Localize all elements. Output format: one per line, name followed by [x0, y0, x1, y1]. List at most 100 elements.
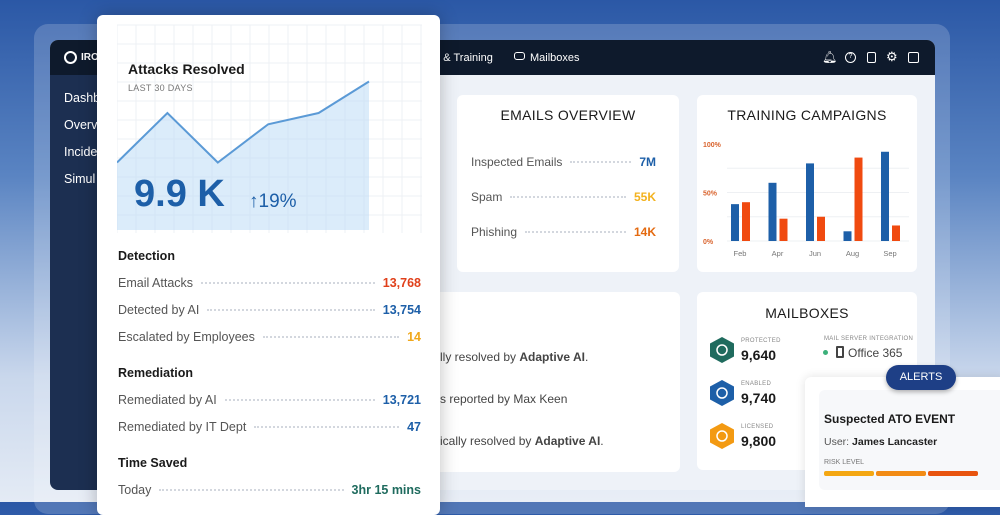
activity-end: . — [600, 434, 604, 448]
enabled-shield-icon — [710, 380, 734, 406]
trend-line — [117, 80, 370, 164]
sidebar-item-simulation[interactable]: Simul — [64, 172, 96, 186]
integration-label: MAIL SERVER INTEGRATION — [824, 336, 914, 342]
stat-row: Today 3hr 15 mins — [118, 483, 421, 497]
sidebar-item-dashboard[interactable]: Dashb — [64, 91, 101, 105]
report-icon[interactable] — [867, 52, 876, 63]
stat-value: 55K — [633, 190, 656, 204]
activity-item[interactable]: lly resolved by Adaptive AI. — [440, 350, 588, 364]
card-subtitle: LAST 30 DAYS — [128, 83, 193, 93]
x-tick-label: Sep — [883, 249, 896, 258]
alert-item[interactable]: Suspected ATO EVENT User: James Lancaste… — [819, 390, 1000, 490]
bar-feb-series-2 — [742, 202, 750, 241]
dotted-leader — [207, 309, 375, 311]
activity-text: lly resolved by — [440, 350, 520, 364]
stat-label: Inspected Emails — [471, 155, 563, 169]
stat-value: 47 — [407, 420, 421, 434]
user-label: User: — [824, 436, 853, 448]
y-tick-label: 50% — [703, 191, 718, 198]
bar-sep-series-2 — [892, 225, 900, 241]
stat-label: Email Attacks — [118, 276, 194, 290]
card-title: MAILBOXES — [765, 305, 849, 321]
trend-area — [117, 81, 369, 230]
dotted-leader — [570, 161, 632, 163]
y-tick-label: 100% — [703, 142, 722, 149]
attacks-resolved-card: Attacks Resolved LAST 30 DAYS 9.9 K ↑19%… — [97, 15, 440, 515]
card-title: EMAILS OVERVIEW — [500, 107, 636, 123]
section-title: Remediation — [118, 366, 194, 380]
stat-row: Remediated by IT Dept 47 — [118, 420, 421, 434]
stat-row: Email Attacks 13,768 — [118, 276, 421, 290]
stat-row: Spam 55K — [471, 190, 656, 204]
user-icon[interactable] — [908, 52, 919, 63]
training-bar-chart: 0% 50% 100% Feb Apr Jun Aug Sep — [703, 142, 909, 258]
activity-actor: Adaptive AI — [534, 434, 601, 448]
risk-label: RISK LEVEL — [824, 459, 865, 466]
sidebar-item-incidents[interactable]: Incide — [64, 145, 98, 159]
bar-jun-series-1 — [806, 163, 814, 241]
status-dot — [823, 350, 828, 355]
card-title: Attacks Resolved — [128, 61, 245, 77]
user-name: James Lancaster — [852, 436, 938, 448]
activity-item[interactable]: ically resolved by Adaptive AI. — [440, 434, 604, 448]
alert-title: Suspected ATO EVENT — [824, 412, 956, 426]
dotted-leader — [224, 399, 375, 401]
help-icon[interactable]: ? — [845, 52, 856, 63]
alerts-badge[interactable]: ALERTS — [886, 365, 956, 390]
stat-label: Spam — [471, 190, 503, 204]
x-tick-label: Aug — [846, 249, 859, 258]
activity-item[interactable]: s reported by Max Keen — [440, 392, 567, 406]
mailbox-stat-value: 9,640 — [741, 347, 777, 363]
emails-overview-card: EMAILS OVERVIEW Inspected Emails 7M Spam 55… — [457, 95, 679, 272]
bar-apr-series-2 — [779, 218, 788, 241]
stat-value: 3hr 15 mins — [351, 483, 421, 497]
x-tick-label: Feb — [734, 249, 747, 258]
stat-label: Phishing — [471, 225, 518, 239]
stat-label: Remediated by AI — [118, 393, 217, 407]
office-icon — [836, 346, 844, 358]
stat-value: 13,754 — [382, 303, 421, 317]
risk-meter — [824, 471, 978, 476]
section-title: Detection — [118, 249, 175, 263]
activity-text: s reported by Max Keen — [440, 392, 568, 406]
arrow-up-icon: ↑ — [249, 191, 259, 212]
protected-shield-icon — [710, 337, 734, 363]
dotted-leader — [262, 336, 400, 338]
change-percent: 19% — [258, 191, 297, 212]
bar-sep-series-1 — [881, 151, 889, 241]
inbox-icon — [514, 52, 525, 60]
sidebar-item-overview[interactable]: Overv — [64, 118, 98, 132]
dotted-leader — [254, 426, 400, 428]
logo-icon — [64, 51, 77, 64]
mailbox-stat-label: ENABLED — [741, 381, 772, 387]
bell-icon[interactable]: 🔔︎ — [822, 50, 838, 64]
stat-label: Detected by AI — [118, 303, 200, 317]
stat-value: 13,768 — [382, 276, 421, 290]
activity-card: lly resolved by Adaptive AI. s reported b… — [440, 292, 680, 472]
x-tick-label: Jun — [809, 249, 821, 258]
bar-feb-series-1 — [731, 204, 739, 241]
stat-value: 14K — [633, 225, 656, 239]
stat-value: 7M — [639, 155, 656, 169]
stat-value: 14 — [407, 330, 421, 344]
stat-label: Remediated by IT Dept — [118, 420, 247, 434]
bar-aug-series-2 — [854, 157, 863, 241]
training-campaigns-card: TRAINING CAMPAIGNS 0% 50% 100% Feb Apr Jun Aug… — [697, 95, 917, 272]
activity-actor: Adaptive AI — [519, 350, 585, 364]
activity-text: ically resolved by — [440, 434, 535, 448]
nav-mailboxes[interactable]: Mailboxes — [530, 52, 580, 64]
dotted-leader — [159, 489, 344, 491]
bar-jun-series-2 — [817, 216, 825, 241]
stat-label: Today — [118, 483, 152, 497]
trend-chart — [117, 24, 422, 233]
gear-icon[interactable]: ⚙ — [886, 49, 898, 64]
chart-title: TRAINING CAMPAIGNS — [727, 107, 887, 123]
stat-row: Inspected Emails 7M — [471, 155, 656, 169]
integration-name: Office 365 — [848, 346, 903, 360]
nav-simulation-training[interactable]: on & Training — [428, 52, 493, 64]
stat-label: Escalated by Employees — [118, 330, 255, 344]
x-tick-label: Apr — [772, 249, 784, 258]
bar-aug-series-1 — [843, 231, 852, 241]
stat-row: Remediated by AI 13,721 — [118, 393, 421, 407]
stat-row: Escalated by Employees 14 — [118, 330, 421, 344]
